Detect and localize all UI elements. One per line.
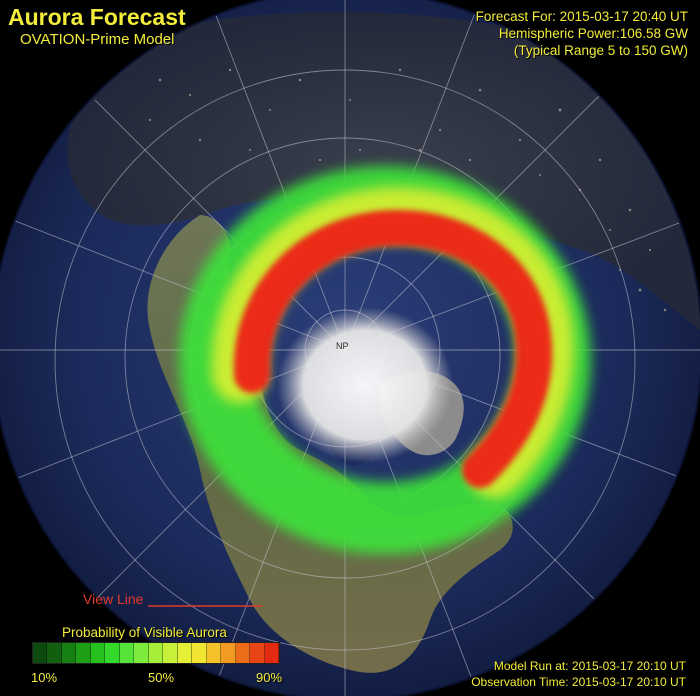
hemispheric-power: Hemispheric Power:106.58 GW: [498, 26, 688, 41]
forecast-info: Forecast For: 2015-03-17 20:40 UT Hemisp…: [476, 8, 688, 59]
legend-swatch: [264, 643, 279, 663]
legend-swatch: [76, 643, 91, 663]
legend-tick-high: 90%: [256, 670, 283, 685]
probability-color-scale: [32, 642, 280, 664]
forecast-time: Forecast For: 2015-03-17 20:40 UT: [475, 9, 688, 24]
legend-swatch: [61, 643, 77, 663]
legend-swatch: [163, 643, 178, 663]
observation-time: Observation Time: 2015-03-17 20:10 UT: [471, 675, 686, 689]
legend-swatch: [105, 643, 120, 663]
view-line-label: View Line: [83, 591, 144, 607]
legend-swatch: [192, 643, 207, 663]
page-title: Aurora Forecast: [8, 4, 186, 30]
legend-swatch: [90, 643, 106, 663]
typical-range: (Typical Range 5 to 150 GW): [513, 43, 688, 58]
legend-tick-mid: 50%: [148, 670, 175, 685]
legend-swatch: [206, 643, 222, 663]
legend-swatch: [33, 643, 48, 663]
legend-swatch: [148, 643, 164, 663]
model-run-time: Model Run at: 2015-03-17 20:10 UT: [493, 659, 686, 673]
aurora-oval-red: [233, 209, 553, 488]
legend-swatch: [134, 643, 149, 663]
north-america-landmass: [147, 215, 513, 673]
legend-swatch: [177, 643, 193, 663]
legend-swatch: [47, 643, 62, 663]
legend-swatch: [235, 643, 251, 663]
model-subtitle: OVATION-Prime Model: [20, 31, 175, 48]
legend-swatch: [119, 643, 135, 663]
run-info: Model Run at: 2015-03-17 20:10 UT Observ…: [471, 658, 686, 690]
legend-swatch: [250, 643, 265, 663]
city-lights: [148, 68, 667, 312]
legend-swatch: [221, 643, 236, 663]
legend-title: Probability of Visible Aurora: [62, 625, 227, 640]
legend-tick-low: 10%: [31, 670, 58, 685]
polar-ice-cap: [277, 307, 453, 463]
pole-label: NP: [336, 341, 349, 351]
